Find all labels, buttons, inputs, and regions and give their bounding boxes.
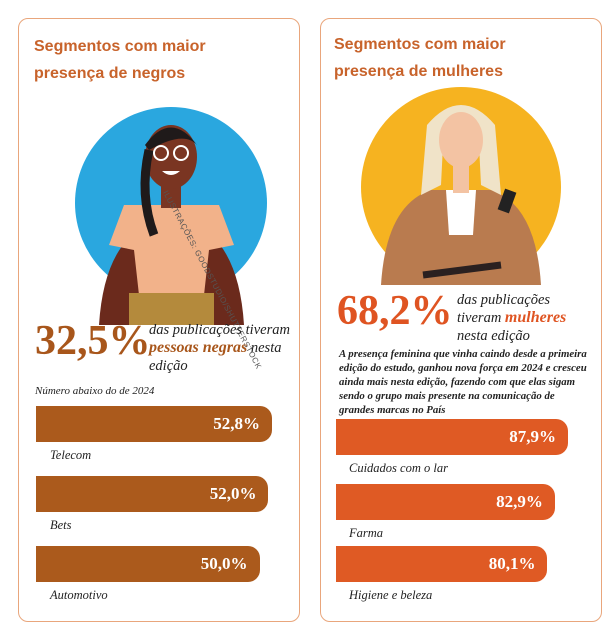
- note: Número abaixo do de 2024: [35, 385, 155, 397]
- bar: 52,0%: [36, 476, 269, 512]
- illustration: [361, 87, 561, 285]
- bar: 50,0%: [36, 546, 260, 582]
- value-label: 80,1%: [488, 554, 536, 573]
- illustration: [75, 107, 267, 325]
- text: das publicações tiveram: [149, 322, 290, 338]
- value-label: 82,9%: [496, 492, 543, 511]
- headline-text: das publicações tiveram pessoas negras n…: [149, 321, 299, 375]
- panel: Segmentos com maior presença de mulheres…: [320, 18, 602, 622]
- headline: 68,2%: [337, 288, 453, 334]
- bar: 82,9%: [336, 484, 555, 520]
- bar: 52,8%: [36, 406, 273, 442]
- text: das publicações tiveram: [457, 292, 551, 326]
- highlight: mulheres: [504, 309, 567, 326]
- panel: Segmentos com maior presença de negros I…: [18, 18, 300, 622]
- category-label: Higiene e beleza: [349, 588, 433, 602]
- headline: 32,5%: [35, 318, 151, 364]
- headline-text: das publicações tiveram mulheres nesta e…: [457, 291, 597, 345]
- bar: 87,9%: [336, 419, 569, 455]
- value-label: 52,8%: [213, 414, 261, 433]
- panel-title: Segmentos com maior presença de mulheres: [334, 36, 506, 80]
- highlight: pessoas negras: [149, 339, 248, 356]
- category-label: Cuidados com o lar: [349, 461, 448, 475]
- note: A presença feminina que vinha caindo des…: [339, 348, 587, 416]
- panel-title: Segmentos com maior presença de negros: [34, 38, 206, 82]
- category-label: Telecom: [50, 448, 92, 462]
- value-label: 87,9%: [509, 427, 557, 446]
- category-label: Automotivo: [50, 588, 108, 602]
- bar: 80,1%: [336, 546, 548, 582]
- text: nesta edição: [149, 340, 282, 374]
- value-label: 52,0%: [209, 484, 257, 503]
- value-label: 50,0%: [200, 554, 248, 573]
- category-label: Bets: [50, 518, 72, 532]
- category-label: Farma: [349, 526, 384, 540]
- text: nesta edição: [457, 328, 530, 344]
